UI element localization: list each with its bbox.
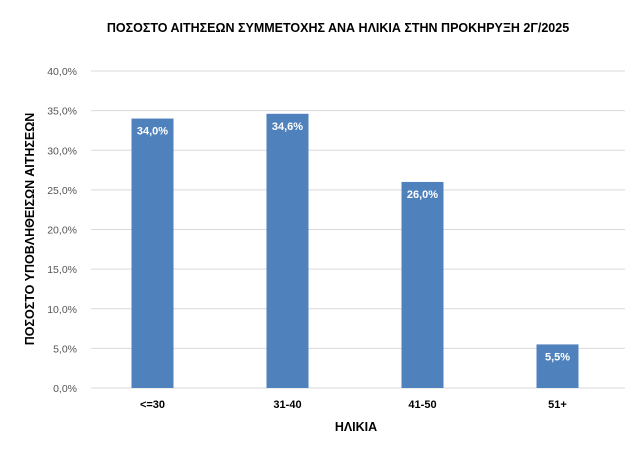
gridlines (91, 70, 625, 389)
data-label: 34,0% (137, 126, 168, 138)
y-tick-label: 0,0% (53, 383, 77, 395)
y-axis-title: ΠΟΣΟΣΤΟ ΥΠΟΒΛΗΘΕΙΣΩΝ ΑΙΤΗΣΕΩΝ (23, 113, 37, 345)
bar (401, 181, 444, 388)
y-tick-label: 35,0% (47, 106, 77, 118)
y-tick-label: 25,0% (47, 185, 77, 197)
y-tick-label: 40,0% (47, 66, 77, 78)
y-tick-labels: 0,0% 5,0% 10,0% 15,0% 20,0% 25,0% 30,0% 35,0% 40… (47, 66, 77, 395)
y-tick-label: 15,0% (47, 264, 77, 276)
x-tick-labels: <=30 31-40 41-50 51+ (140, 399, 567, 411)
x-axis-title: ΗΛΙΚΙΑ (335, 420, 377, 434)
data-label: 5,5% (545, 351, 570, 363)
bars (131, 113, 579, 389)
x-tick-label: 31-40 (273, 399, 301, 411)
x-tick-label: 51+ (548, 399, 567, 411)
y-tick-label: 30,0% (47, 145, 77, 157)
data-labels: 34,0% 34,6% 26,0% 5,5% (137, 121, 570, 364)
data-label: 34,6% (272, 121, 303, 133)
y-tick-label: 20,0% (47, 225, 77, 237)
y-tick-label: 10,0% (47, 304, 77, 316)
bar (131, 118, 174, 389)
x-tick-label: 41-50 (408, 399, 436, 411)
data-label: 26,0% (407, 189, 438, 201)
bar (266, 113, 309, 389)
y-tick-label: 5,0% (53, 343, 77, 355)
chart-title: ΠΟΣΟΣΤΟ ΑΙΤΗΣΕΩΝ ΣΥΜΜΕΤΟΧΗΣ ΑΝΑ ΗΛΙΚΙΑ Σ… (107, 21, 569, 35)
bar (536, 344, 579, 388)
x-tick-label: <=30 (140, 399, 165, 411)
